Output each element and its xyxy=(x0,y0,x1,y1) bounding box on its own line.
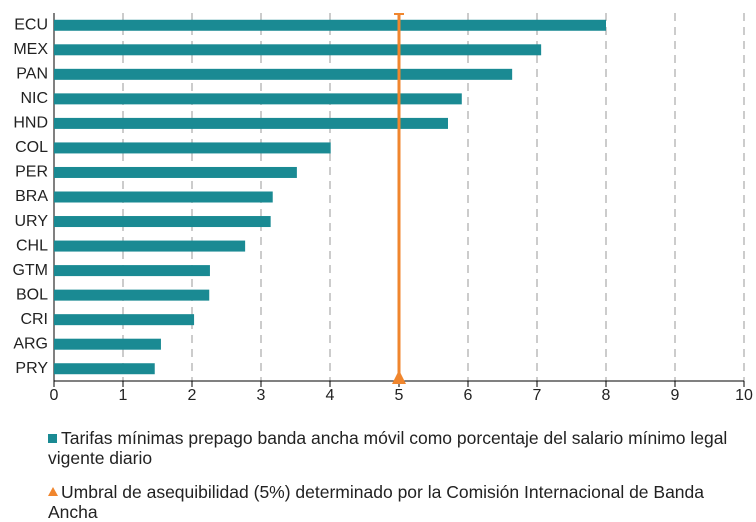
bar xyxy=(54,265,210,277)
y-tick-label: NIC xyxy=(20,90,48,107)
x-tick-label: 5 xyxy=(395,387,404,404)
bar xyxy=(54,216,271,228)
legend-entry: Tarifas mínimas prepago banda ancha móvi… xyxy=(48,428,753,468)
x-tick-label: 2 xyxy=(188,387,197,404)
y-tick-label: COL xyxy=(15,139,48,156)
bar xyxy=(54,363,155,375)
y-tick-label: HND xyxy=(13,115,48,132)
y-tick-label: PER xyxy=(15,164,48,181)
x-tick-label: 1 xyxy=(119,387,128,404)
y-tick-label: PAN xyxy=(16,66,48,83)
y-tick-label: GTM xyxy=(12,262,48,279)
x-tick-label: 3 xyxy=(257,387,266,404)
legend-label: Tarifas mínimas prepago banda ancha móvi… xyxy=(48,428,728,468)
bar xyxy=(54,44,542,56)
bar xyxy=(54,117,448,129)
bar xyxy=(54,142,331,154)
y-tick-label: PRY xyxy=(15,360,48,377)
bar xyxy=(54,19,606,31)
legend-marker xyxy=(48,487,58,496)
y-tick-label: ARG xyxy=(13,335,48,352)
bar xyxy=(54,93,462,105)
bar xyxy=(54,314,195,326)
bar xyxy=(54,191,273,203)
y-tick-label: CRI xyxy=(20,311,48,328)
legend-marker xyxy=(48,434,57,443)
y-tick-label: MEX xyxy=(13,41,48,58)
x-tick-label: 6 xyxy=(464,387,473,404)
x-tick-label: 7 xyxy=(533,387,542,404)
bar xyxy=(54,166,297,178)
bar xyxy=(54,68,513,80)
y-tick-label: BOL xyxy=(16,286,48,303)
x-tick-label: 10 xyxy=(735,387,753,404)
legend-entry: Umbral de asequibilidad (5%) determinado… xyxy=(48,482,753,522)
bar xyxy=(54,240,246,252)
y-tick-label: ECU xyxy=(14,16,48,33)
chart: 0 1 2 3 4 5 6 7 8 9 10 ECU MEX PAN NIC HND COL PER BRA URY C… xyxy=(12,13,753,404)
bar xyxy=(54,289,210,301)
y-tick-label: URY xyxy=(15,213,49,230)
x-tick-label: 0 xyxy=(50,387,59,404)
x-tick-label: 8 xyxy=(602,387,611,404)
x-tick-label: 4 xyxy=(326,387,335,404)
x-tick-label: 9 xyxy=(671,387,680,404)
threshold-marker xyxy=(392,370,406,384)
legend-label: Umbral de asequibilidad (5%) determinado… xyxy=(48,482,705,522)
bar xyxy=(54,338,161,350)
y-tick-label: CHL xyxy=(16,237,48,254)
y-tick-label: BRA xyxy=(15,188,48,205)
